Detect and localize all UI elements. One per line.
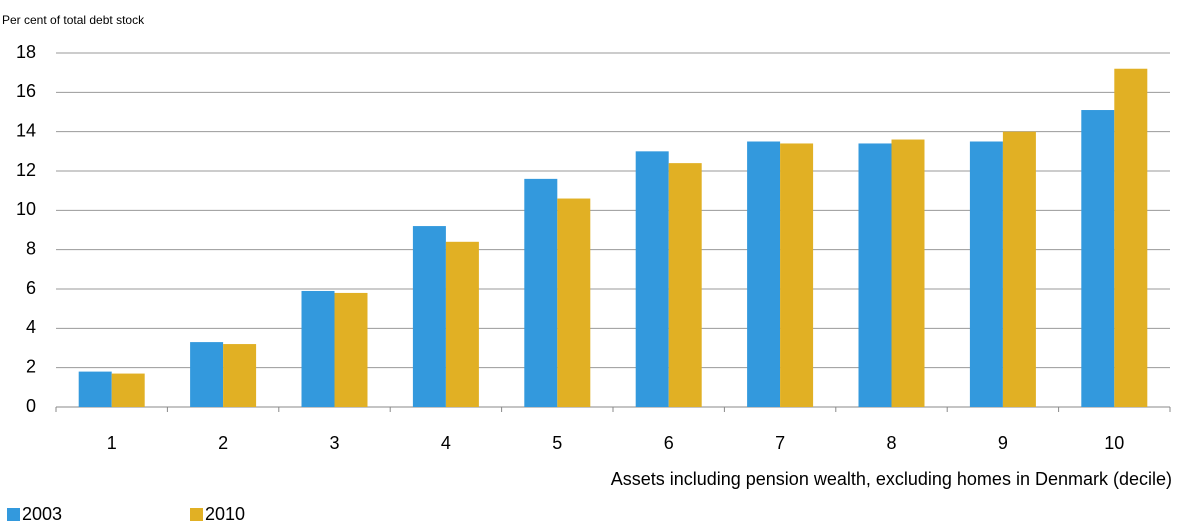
- bar: [891, 139, 925, 408]
- y-tick-label: 18: [16, 42, 36, 62]
- y-tick-label: 14: [16, 120, 36, 140]
- legend-swatch: [190, 508, 203, 521]
- bar: [969, 141, 1003, 407]
- x-tick-label: 4: [441, 433, 451, 453]
- y-tick-label: 10: [16, 199, 36, 219]
- y-tick-label: 0: [26, 396, 36, 416]
- bar: [635, 151, 669, 407]
- bar: [445, 241, 479, 407]
- bar: [334, 292, 368, 407]
- bar: [780, 143, 814, 407]
- y-tick-label: 4: [26, 317, 36, 337]
- bar: [111, 373, 145, 407]
- bar: [1114, 68, 1148, 407]
- y-tick-label: 16: [16, 81, 36, 101]
- x-tick-label: 9: [998, 433, 1008, 453]
- bar: [557, 198, 591, 407]
- bar: [747, 141, 781, 407]
- y-tick-label: 12: [16, 160, 36, 180]
- x-tick-label: 10: [1104, 433, 1124, 453]
- y-axis-label: Per cent of total debt stock: [2, 13, 145, 27]
- bar: [1002, 131, 1036, 407]
- legend-swatch: [7, 508, 20, 521]
- x-tick-label: 6: [664, 433, 674, 453]
- x-tick-label: 5: [552, 433, 562, 453]
- y-tick-label: 6: [26, 278, 36, 298]
- bar: [301, 290, 335, 407]
- x-tick-label: 2: [218, 433, 228, 453]
- bar: [858, 143, 892, 407]
- x-tick-label: 3: [329, 433, 339, 453]
- y-tick-label: 2: [26, 356, 36, 376]
- bar: [1081, 110, 1115, 408]
- legend-label: 2003: [22, 504, 62, 524]
- bar: [524, 178, 558, 407]
- bar: [668, 163, 702, 407]
- bar: [412, 226, 446, 407]
- bar: [223, 344, 257, 407]
- y-tick-label: 8: [26, 238, 36, 258]
- x-tick-label: 8: [886, 433, 896, 453]
- bar: [78, 371, 112, 407]
- bar: [190, 342, 224, 407]
- x-tick-label: 1: [107, 433, 117, 453]
- legend-label: 2010: [205, 504, 245, 524]
- x-axis-label: Assets including pension wealth, excludi…: [611, 469, 1172, 489]
- x-tick-label: 7: [775, 433, 785, 453]
